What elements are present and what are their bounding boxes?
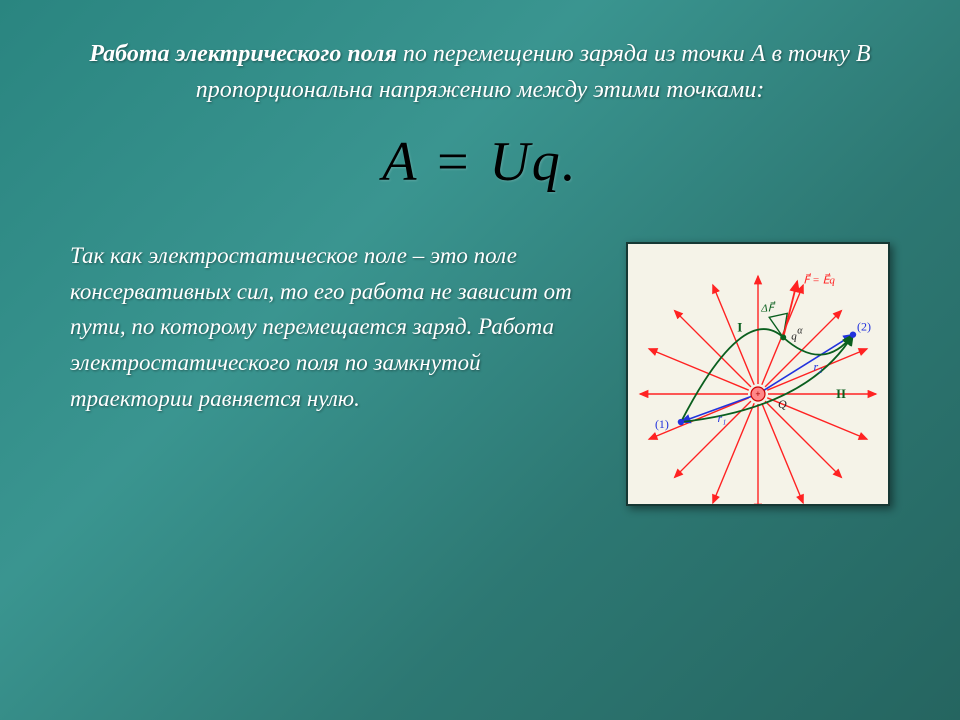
slide-heading: Работа электрического поля по перемещени…	[70, 36, 890, 108]
svg-text:α: α	[797, 325, 803, 336]
heading-bold: Работа электрического поля	[89, 41, 396, 67]
svg-text:(1): (1)	[655, 417, 669, 431]
formula: A = Uq.	[70, 130, 890, 194]
svg-text:Q: Q	[778, 397, 787, 411]
svg-text:+: +	[755, 389, 760, 399]
svg-text:I: I	[737, 319, 742, 334]
svg-text:ΔF⃗: ΔF⃗	[760, 300, 776, 314]
field-diagram: +Q(1)(2)r₁r₂IIIF⃗ = E⃗qΔF⃗qα	[626, 242, 890, 506]
svg-text:F⃗ = E⃗q: F⃗ = E⃗q	[803, 272, 835, 286]
body-paragraph: Так как электростатическое поле – это по…	[70, 238, 604, 416]
svg-text:r₂: r₂	[813, 359, 822, 373]
svg-text:II: II	[836, 386, 846, 401]
svg-text:r₁: r₁	[717, 411, 726, 425]
svg-text:(2): (2)	[857, 320, 871, 334]
